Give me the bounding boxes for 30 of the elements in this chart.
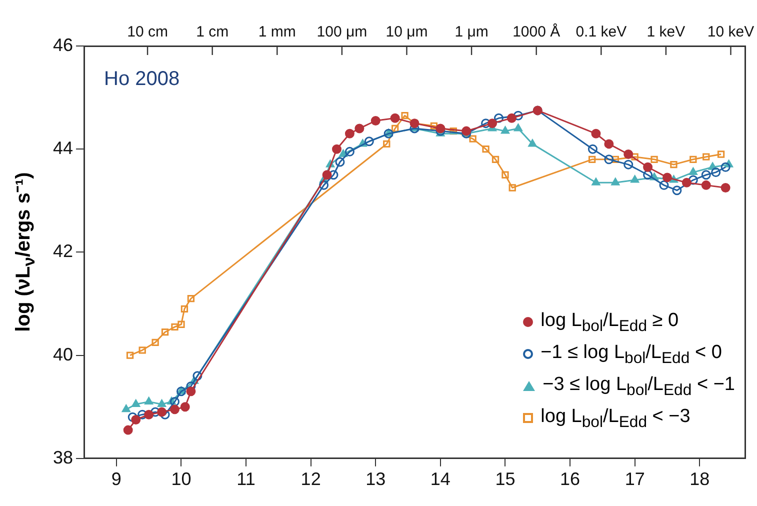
legend-label: −3 ≤ log L$_{bol}$/L$_{Edd}$ < −1 xyxy=(542,374,735,400)
text: 0.1 keV xyxy=(576,24,627,41)
x-tick-label: 11 xyxy=(236,469,256,490)
y-tick-label: 42 xyxy=(52,241,74,262)
text: 10 keV xyxy=(707,24,754,41)
y-tick-label: 46 xyxy=(52,34,74,55)
text: 1 μm xyxy=(454,24,488,41)
x-tick-label: 18 xyxy=(690,469,710,490)
x-tick-label: 13 xyxy=(366,469,386,490)
x-tick-label: 17 xyxy=(624,469,645,490)
x-tick-label: 12 xyxy=(300,469,321,490)
text: 100 μm xyxy=(316,24,368,41)
x-tick-label: 9 xyxy=(111,469,122,490)
y-tick-label: 40 xyxy=(52,344,74,364)
x-tick-label: 14 xyxy=(430,469,450,490)
x-tick-label: 15 xyxy=(495,469,516,490)
legend-label: log L$_{bol}$/L$_{Edd}$ < −3 xyxy=(540,406,690,432)
legend-label: −1 ≤ log L$_{bol}$/L$_{Edd}$ < 0 xyxy=(540,342,722,368)
x-tick-label: 10 xyxy=(171,469,192,490)
x-tick-label: 16 xyxy=(560,469,580,490)
text: 10 cm xyxy=(127,24,168,41)
text: 1 keV xyxy=(646,24,686,41)
text: 1000 Å xyxy=(512,22,560,41)
legend-label: log L$_{bol}$/L$_{Edd}$ ≥ 0 xyxy=(540,310,679,336)
y-tick-label: 44 xyxy=(52,138,74,158)
text: 1 mm xyxy=(258,24,296,41)
text: 1 cm xyxy=(196,24,229,41)
annotation: Ho 2008 xyxy=(104,68,180,91)
y-tick-label: 38 xyxy=(52,447,74,468)
text: 10 μm xyxy=(386,24,428,41)
